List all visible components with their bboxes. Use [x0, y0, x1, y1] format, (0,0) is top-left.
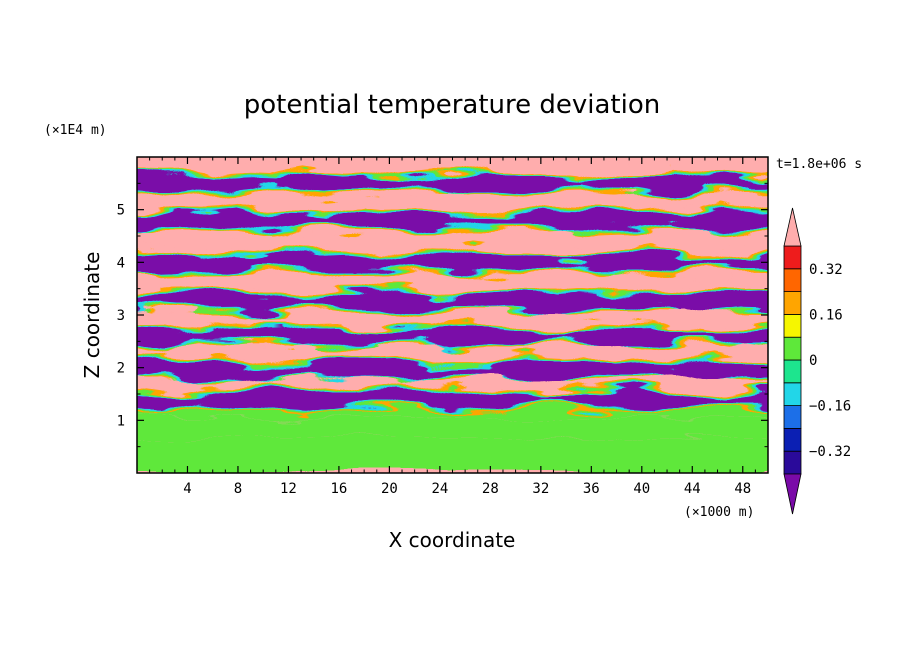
- colorbar-tick-label: 0.16: [809, 307, 843, 323]
- contour-stripe: [137, 286, 768, 319]
- colorbar-tick-label: −0.32: [809, 444, 851, 460]
- colorbar-bin: [783, 245, 802, 270]
- x-axis-label: X coordinate: [389, 528, 516, 552]
- y-tick-label: 4: [117, 255, 125, 271]
- colorbar-tick-label: 0: [809, 353, 817, 369]
- x-tick-label: 36: [583, 481, 600, 497]
- y-tick-label: 3: [117, 308, 125, 324]
- x-tick-label: 12: [280, 481, 297, 497]
- contour-stripe: [137, 157, 768, 180]
- x-tick-label: 28: [482, 481, 499, 497]
- contour-stripe: [137, 203, 768, 238]
- y-unit-label: (×1E4 m): [44, 123, 107, 138]
- colorbar-bin: [783, 336, 802, 361]
- x-tick-label: 44: [684, 481, 701, 497]
- contour-stripe: [137, 271, 768, 296]
- colorbar-bin: [783, 427, 802, 452]
- colorbar-bin: [783, 268, 802, 292]
- colorbar-bin: [783, 313, 802, 338]
- x-tick-label: 32: [532, 481, 549, 497]
- x-unit-label: (×1000 m): [684, 505, 754, 520]
- colorbar: −0.32 −0.16 0 0.16 0.32: [783, 207, 851, 515]
- colorbar-bin: [783, 359, 802, 384]
- colorbar-tick-label: 0.32: [809, 262, 843, 278]
- colorbar-extend-bottom: [783, 473, 802, 515]
- contour-stripe: [137, 228, 768, 254]
- y-axis: 1 2 3 4 5: [117, 182, 768, 448]
- contour-stripe: [137, 342, 768, 367]
- contour-stripe: [137, 245, 768, 279]
- lower-layer-band: [137, 438, 768, 473]
- y-tick-label: 5: [117, 203, 125, 219]
- x-tick-label: 48: [734, 481, 751, 497]
- colorbar-tick-label: −0.16: [809, 399, 851, 415]
- contour-stripe: [137, 166, 768, 201]
- colorbar-bin: [783, 405, 802, 429]
- colorbar-bin: [783, 382, 802, 406]
- x-tick-label: 40: [633, 481, 650, 497]
- x-tick-label: 16: [330, 481, 347, 497]
- contour-field: [137, 157, 768, 473]
- x-tick-label: 8: [234, 481, 242, 497]
- contour-stripe: [137, 382, 768, 416]
- y-tick-label: 1: [117, 413, 125, 429]
- x-tick-label: 24: [431, 481, 448, 497]
- x-axis: 4 8 12 16 20 24 28 32 36 40 44 48: [149, 157, 756, 497]
- contour-stripe: [137, 353, 768, 387]
- colorbar-bin: [783, 291, 802, 315]
- lower-layer-band: [137, 417, 768, 439]
- colorbar-bin: [783, 450, 802, 475]
- contour-stripe: [137, 319, 768, 354]
- time-label: t=1.8e+06 s: [776, 157, 862, 172]
- y-axis-label: Z coordinate: [80, 252, 104, 379]
- contour-stripe: [137, 308, 768, 333]
- chart-title: potential temperature deviation: [244, 90, 660, 120]
- colorbar-extend-top: [783, 207, 802, 247]
- x-tick-label: 20: [381, 481, 398, 497]
- x-tick-label: 4: [183, 481, 191, 497]
- y-tick-label: 2: [117, 361, 125, 377]
